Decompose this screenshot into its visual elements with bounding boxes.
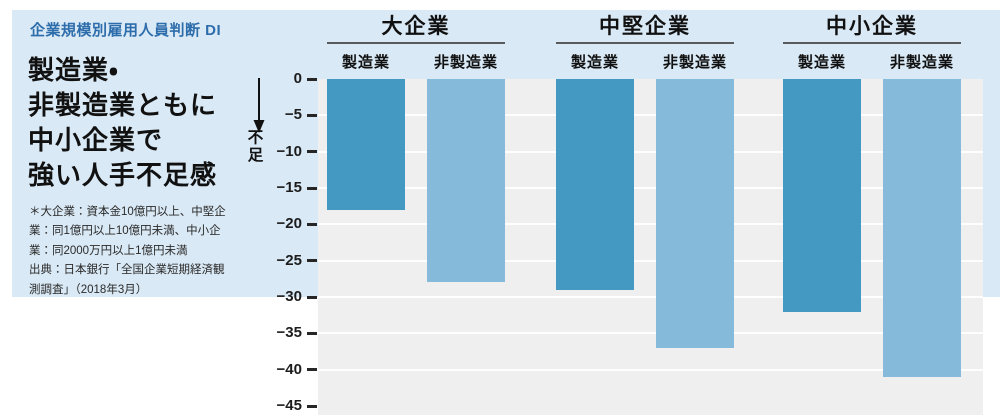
bar-中堅企業-非製造業	[656, 79, 734, 348]
headline-text: 製造業・非製造業ともに 中小企業で強い人手不足感	[28, 53, 217, 193]
series-label: 製造業	[341, 54, 390, 71]
headline-line: 中小企業で	[28, 125, 164, 155]
footnote-line: ＊大企業：資本金10億円以上、中堅企	[29, 206, 226, 218]
y-axis-tick-label: −10	[276, 142, 302, 160]
series-label: 製造業	[570, 54, 619, 71]
down-arrow-icon	[253, 78, 265, 133]
gridline	[318, 296, 983, 298]
gridline	[318, 150, 983, 153]
y-axis-tick	[307, 77, 317, 81]
y-axis-tick-label: −15	[276, 179, 302, 196]
footnote-line: 業：同1億円以上10億円未満、中小企	[29, 225, 221, 238]
headline-line: 製造業・	[28, 55, 119, 85]
series-label: 非製造業	[662, 54, 727, 71]
y-axis-tick-label: −30	[276, 288, 302, 305]
group-underline	[783, 42, 961, 44]
y-axis-tick	[307, 404, 317, 408]
gridline	[318, 114, 983, 117]
footnote-line: 測調査」（2018年3月）	[29, 283, 148, 296]
y-axis-tick	[307, 150, 317, 154]
series-label: 非製造業	[889, 54, 954, 71]
y-axis-tick-label: −40	[276, 360, 302, 378]
group-underline	[327, 42, 505, 44]
y-axis-tick	[307, 113, 317, 117]
y-axis-tick-label: −20	[276, 215, 302, 233]
gridline	[318, 259, 983, 262]
y-axis-tick	[307, 186, 317, 190]
series-label: 非製造業	[433, 54, 498, 71]
group-header: 大企業	[381, 15, 451, 38]
y-axis-tick-label: −35	[276, 324, 302, 342]
y-axis-tick-label: −5	[284, 106, 302, 124]
y-axis-tick	[307, 259, 317, 263]
bar-中小企業-製造業	[783, 79, 861, 312]
footnote-line: 業：同2000万円以上1億円未満	[29, 244, 188, 257]
y-axis-tick-label: −45	[276, 397, 302, 414]
gridline	[318, 187, 983, 189]
bar-中堅企業-製造業	[556, 79, 634, 290]
y-axis-tick-label: 0	[293, 70, 302, 87]
chart-title: 企業規模別雇用人員判断 DI	[30, 22, 222, 39]
footnote-text: ＊大企業：資本金10億円以上、中堅企 業：同1億円以上10億円未満、中小企 業：同2…	[29, 203, 226, 300]
y-axis-tick-label: −25	[276, 251, 302, 269]
gridline	[318, 332, 983, 335]
group-underline	[556, 42, 734, 44]
y-axis-tick	[307, 222, 317, 226]
bar-中小企業-非製造業	[883, 79, 961, 377]
axis-annotation-shortage: 不足	[245, 129, 263, 164]
series-label: 製造業	[797, 54, 846, 71]
footnote-line: 出典：日本銀行「全国企業短期経済観	[29, 264, 225, 277]
y-axis-tick	[307, 331, 317, 335]
y-axis-tick	[307, 368, 317, 372]
y-axis-tick	[307, 295, 317, 299]
group-header: 中堅企業	[599, 15, 691, 38]
bar-大企業-非製造業	[427, 79, 505, 282]
headline-line: 非製造業ともに	[28, 90, 218, 120]
headline-line: 強い人手不足感	[28, 160, 218, 190]
bar-大企業-製造業	[327, 79, 405, 210]
gridline	[318, 223, 983, 226]
gridline	[318, 368, 983, 371]
group-header: 中小企業	[826, 15, 918, 38]
